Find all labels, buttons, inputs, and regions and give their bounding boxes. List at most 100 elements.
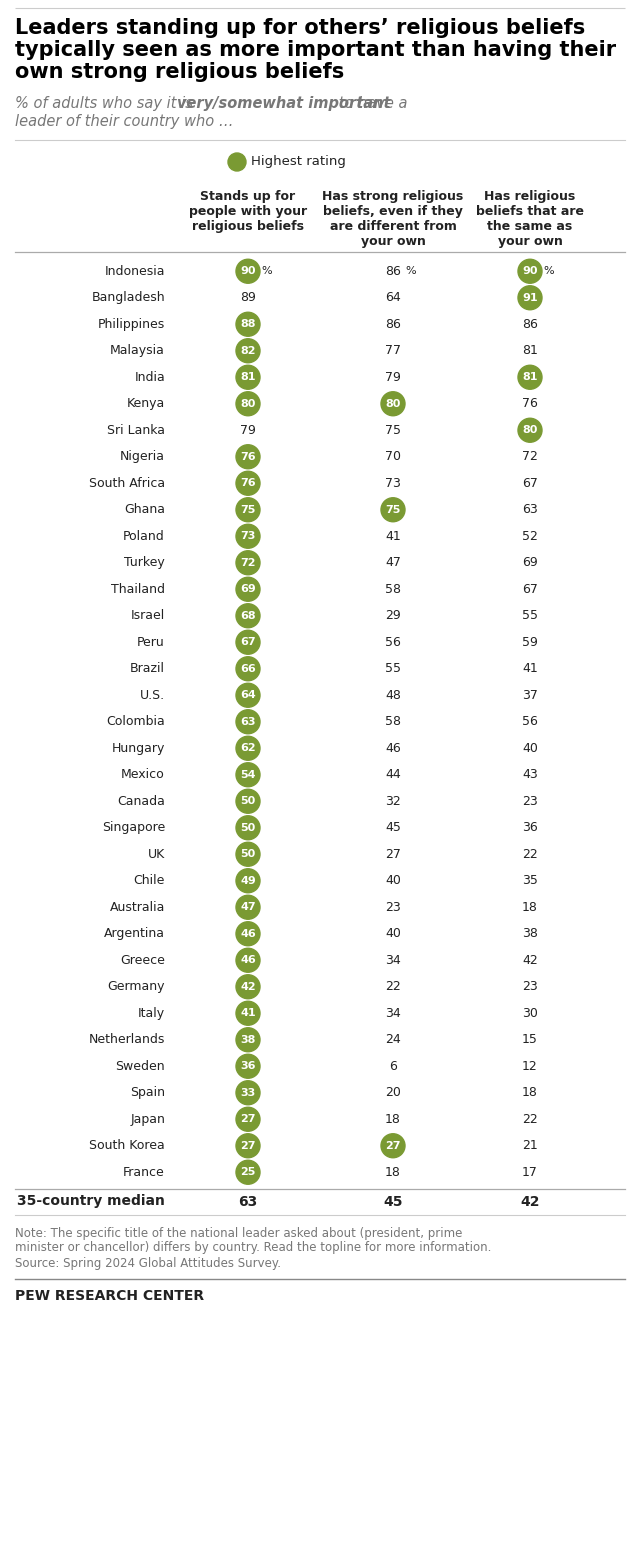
Text: 56: 56 [522,715,538,728]
Text: 38: 38 [240,1035,256,1045]
Text: 33: 33 [241,1087,255,1098]
Circle shape [236,392,260,416]
Text: Has strong religious
beliefs, even if they
are different from
your own: Has strong religious beliefs, even if th… [323,190,463,248]
Text: Note: The specific title of the national leader asked about (president, prime: Note: The specific title of the national… [15,1226,462,1240]
Circle shape [518,285,542,310]
Text: South Korea: South Korea [89,1140,165,1152]
Text: 41: 41 [385,530,401,543]
Text: Sri Lanka: Sri Lanka [107,424,165,436]
Text: Chile: Chile [134,874,165,887]
Text: 75: 75 [385,424,401,436]
Text: 69: 69 [240,584,256,594]
Text: 75: 75 [385,504,401,515]
Circle shape [518,418,542,443]
Text: 45: 45 [383,1195,403,1209]
Text: PEW RESEARCH CENTER: PEW RESEARCH CENTER [15,1289,204,1303]
Circle shape [236,1107,260,1132]
Text: 42: 42 [240,982,256,992]
Text: 81: 81 [522,372,538,382]
Text: 52: 52 [522,530,538,543]
Text: leader of their country who …: leader of their country who … [15,114,234,130]
Text: 18: 18 [385,1166,401,1178]
Text: 46: 46 [385,742,401,754]
Text: Netherlands: Netherlands [88,1033,165,1047]
Text: 50: 50 [241,823,255,833]
Text: 76: 76 [240,452,256,461]
Text: 40: 40 [385,927,401,941]
Text: 81: 81 [240,372,256,382]
Text: Japan: Japan [130,1113,165,1126]
Circle shape [236,922,260,945]
Text: 17: 17 [522,1166,538,1178]
Text: 89: 89 [240,291,256,304]
Text: 81: 81 [522,344,538,358]
Text: 90: 90 [240,267,256,276]
Text: Poland: Poland [124,530,165,543]
Text: 24: 24 [385,1033,401,1047]
Text: 12: 12 [522,1059,538,1073]
Text: 29: 29 [385,609,401,623]
Text: 18: 18 [522,1086,538,1099]
Text: U.S.: U.S. [140,689,165,702]
Text: 50: 50 [241,850,255,859]
Text: typically seen as more important than having their: typically seen as more important than ha… [15,40,616,60]
Circle shape [236,657,260,680]
Text: 20: 20 [385,1086,401,1099]
Text: 23: 23 [522,794,538,808]
Text: minister or chancellor) differs by country. Read the topline for more informatio: minister or chancellor) differs by count… [15,1241,492,1255]
Text: 37: 37 [522,689,538,702]
Text: 80: 80 [522,426,538,435]
Text: Leaders standing up for others’ religious beliefs: Leaders standing up for others’ religiou… [15,19,585,39]
Text: 55: 55 [385,662,401,675]
Text: 76: 76 [522,398,538,410]
Circle shape [236,498,260,521]
Text: 77: 77 [385,344,401,358]
Text: 72: 72 [522,450,538,463]
Text: 67: 67 [522,583,538,595]
Text: Stands up for
people with your
religious beliefs: Stands up for people with your religious… [189,190,307,233]
Text: 76: 76 [240,478,256,489]
Text: 91: 91 [522,293,538,302]
Text: %: % [543,267,554,276]
Text: 49: 49 [240,876,256,885]
Text: Turkey: Turkey [124,557,165,569]
Text: 40: 40 [385,874,401,887]
Circle shape [236,1055,260,1078]
Text: 46: 46 [240,954,256,965]
Text: 42: 42 [520,1195,540,1209]
Text: 75: 75 [240,504,256,515]
Text: 63: 63 [522,503,538,517]
Circle shape [236,1081,260,1104]
Text: 38: 38 [522,927,538,941]
Text: 64: 64 [385,291,401,304]
Circle shape [236,365,260,389]
Text: UK: UK [148,848,165,860]
Text: 88: 88 [240,319,256,330]
Text: 34: 34 [385,954,401,967]
Text: 58: 58 [385,715,401,728]
Circle shape [236,1133,260,1158]
Text: 23: 23 [522,981,538,993]
Text: Spain: Spain [130,1086,165,1099]
Text: 27: 27 [240,1115,256,1124]
Circle shape [236,550,260,575]
Text: 18: 18 [385,1113,401,1126]
Text: 36: 36 [240,1061,256,1072]
Text: France: France [124,1166,165,1178]
Text: very/somewhat important: very/somewhat important [177,96,390,111]
Text: 68: 68 [240,611,256,621]
Circle shape [236,631,260,654]
Text: 35-country median: 35-country median [17,1195,165,1209]
Circle shape [236,816,260,840]
Circle shape [236,311,260,336]
Circle shape [236,868,260,893]
Text: 34: 34 [385,1007,401,1019]
Text: own strong religious beliefs: own strong religious beliefs [15,62,344,82]
Text: Thailand: Thailand [111,583,165,595]
Text: Israel: Israel [131,609,165,623]
Text: 43: 43 [522,768,538,782]
Text: 62: 62 [240,743,256,752]
Text: 66: 66 [240,663,256,674]
Text: 22: 22 [385,981,401,993]
Text: 30: 30 [522,1007,538,1019]
